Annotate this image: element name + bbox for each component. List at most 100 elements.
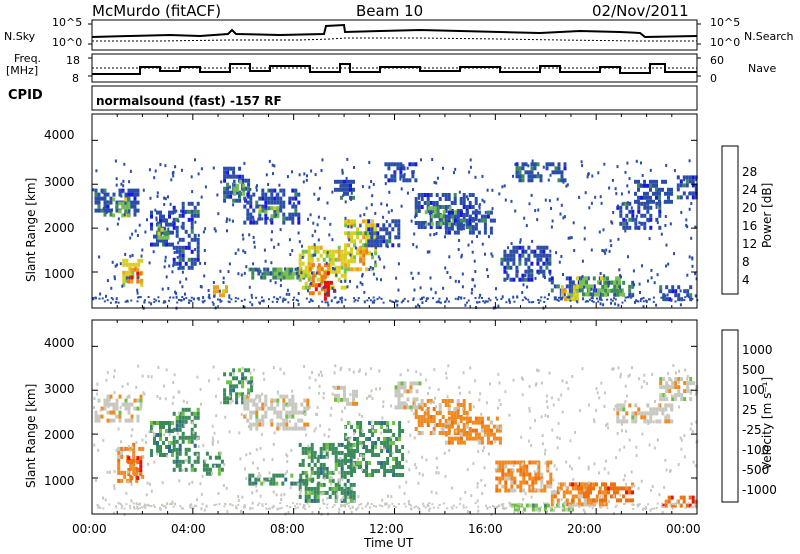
velocity-cell bbox=[156, 395, 159, 398]
power-cell bbox=[317, 267, 321, 272]
power-cell bbox=[233, 179, 235, 183]
power-cell bbox=[249, 301, 252, 304]
power-cell bbox=[601, 248, 604, 252]
power-cell bbox=[289, 253, 292, 256]
power-ytick-3000: 3000 bbox=[44, 175, 75, 189]
velocity-cell bbox=[492, 504, 494, 507]
velocity-cell bbox=[676, 500, 679, 504]
velocity-cell bbox=[261, 402, 265, 407]
power-cell bbox=[613, 280, 617, 285]
power-cell bbox=[347, 251, 351, 256]
power-cell bbox=[526, 285, 529, 289]
power-cell bbox=[374, 211, 377, 215]
power-cell bbox=[347, 225, 350, 229]
power-cell bbox=[671, 285, 675, 290]
velocity-cell bbox=[598, 396, 601, 400]
power-cell bbox=[320, 275, 324, 280]
velocity-cell bbox=[562, 494, 566, 499]
power-cell bbox=[181, 253, 185, 258]
power-cell bbox=[408, 178, 412, 183]
velocity-cell bbox=[481, 449, 484, 453]
power-cell bbox=[148, 261, 151, 265]
velocity-cell bbox=[364, 505, 367, 508]
velocity-cell bbox=[380, 421, 384, 425]
power-cell bbox=[250, 194, 253, 198]
power-cell bbox=[325, 273, 329, 278]
velocity-cell bbox=[680, 447, 683, 451]
velocity-cell bbox=[477, 439, 480, 443]
power-cell bbox=[430, 222, 434, 227]
power-cell bbox=[560, 293, 564, 298]
power-cell bbox=[461, 285, 464, 289]
power-cell bbox=[185, 277, 188, 281]
velocity-cell bbox=[255, 418, 259, 423]
velocity-cell bbox=[577, 486, 580, 491]
power-cell bbox=[533, 174, 537, 179]
power-cell bbox=[423, 193, 427, 197]
velocity-cell bbox=[235, 400, 239, 405]
velocity-cell bbox=[310, 450, 314, 455]
velocity-cell bbox=[349, 466, 353, 471]
velocity-cell bbox=[622, 478, 625, 482]
power-cell bbox=[317, 263, 321, 268]
velocity-cell bbox=[352, 494, 356, 499]
power-cell bbox=[375, 277, 378, 281]
velocity-cell bbox=[553, 509, 556, 512]
power-cell bbox=[226, 229, 228, 233]
velocity-cell bbox=[243, 394, 247, 399]
power-cell bbox=[247, 182, 251, 187]
power-cell bbox=[644, 227, 646, 231]
velocity-cell bbox=[319, 462, 323, 467]
velocity-cell bbox=[310, 458, 314, 463]
power-cell bbox=[382, 235, 386, 240]
power-cell bbox=[531, 159, 534, 163]
velocity-cell bbox=[409, 433, 412, 437]
velocity-cell bbox=[488, 506, 491, 509]
velocity-cell bbox=[254, 397, 257, 401]
power-cell bbox=[512, 253, 516, 258]
power-cell bbox=[524, 261, 528, 266]
power-cell bbox=[568, 288, 572, 293]
velocity-cell bbox=[273, 398, 277, 403]
power-cell bbox=[652, 296, 655, 299]
power-cell bbox=[622, 217, 626, 222]
velocity-cell bbox=[140, 405, 143, 409]
velocity-cell bbox=[389, 429, 393, 433]
power-cell bbox=[429, 201, 433, 205]
velocity-cell bbox=[196, 498, 198, 502]
velocity-cell bbox=[409, 405, 413, 410]
velocity-cell bbox=[356, 437, 360, 441]
velocity-cell bbox=[353, 449, 357, 453]
power-cell bbox=[139, 271, 143, 276]
power-cell bbox=[462, 193, 466, 197]
power-cell bbox=[473, 259, 476, 263]
velocity-cell bbox=[528, 472, 532, 477]
velocity-cell bbox=[370, 503, 373, 506]
velocity-cell bbox=[117, 427, 120, 431]
velocity-cell bbox=[303, 503, 305, 506]
power-cell bbox=[172, 217, 176, 222]
velocity-cell bbox=[544, 448, 547, 452]
velocity-cell bbox=[214, 464, 216, 468]
power-cell bbox=[652, 199, 655, 204]
velocity-cell bbox=[316, 494, 320, 499]
power-cell bbox=[691, 195, 695, 200]
velocity-cell bbox=[444, 474, 447, 478]
nave-tick-top: 60 bbox=[710, 54, 724, 67]
velocity-cell bbox=[356, 461, 360, 465]
velocity-cell bbox=[480, 436, 484, 441]
velocity-cell bbox=[504, 484, 508, 489]
velocity-cell bbox=[93, 443, 96, 447]
power-cell bbox=[347, 243, 351, 248]
velocity-cell bbox=[184, 419, 188, 424]
velocity-cell bbox=[617, 366, 620, 370]
velocity-cell bbox=[205, 463, 209, 468]
power-cell bbox=[628, 209, 632, 214]
velocity-cell bbox=[649, 411, 653, 416]
power-cell bbox=[549, 272, 552, 276]
power-cell bbox=[112, 213, 116, 218]
velocity-cell bbox=[346, 502, 348, 505]
power-cell bbox=[226, 194, 230, 199]
velocity-cell bbox=[248, 473, 252, 478]
velocity-cell bbox=[667, 419, 671, 424]
